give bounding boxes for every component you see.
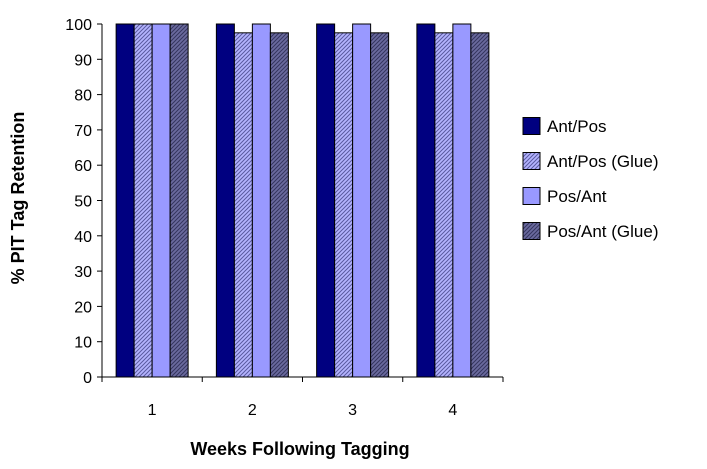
legend-swatch xyxy=(522,152,541,170)
y-tick-label: 60 xyxy=(74,158,92,175)
bar-ant-pos-week-3 xyxy=(316,23,336,378)
bar-pos-ant-glue-week-2 xyxy=(269,32,289,378)
y-tick-label: 20 xyxy=(74,299,92,316)
y-axis-title: % PIT Tag Retention xyxy=(8,112,28,285)
bar-pos-ant-glue-week-3 xyxy=(370,32,390,378)
legend: Ant/Pos Ant/Pos (Glue) Pos/Ant Pos/Ant (Glu… xyxy=(522,117,659,241)
bar-ant-pos-glue-week-1 xyxy=(133,23,153,378)
x-tick-label: 4 xyxy=(448,402,457,419)
y-tick-label: 40 xyxy=(74,229,92,246)
x-tick-label: 1 xyxy=(148,402,157,419)
bar-ant-pos-week-4 xyxy=(416,23,436,378)
y-tick-label: 70 xyxy=(74,123,92,140)
legend-label: Pos/Ant xyxy=(547,187,607,206)
bar-pos-ant-week-4 xyxy=(452,23,472,378)
bar-pos-ant-week-1 xyxy=(151,23,171,378)
legend-swatch xyxy=(522,117,541,135)
y-tick-label: 80 xyxy=(74,88,92,105)
bar-ant-pos-week-1 xyxy=(115,23,135,378)
y-tick-label: 0 xyxy=(83,370,92,387)
legend-label: Ant/Pos (Glue) xyxy=(547,152,659,171)
x-tick-label: 3 xyxy=(348,402,357,419)
y-tick-label: 50 xyxy=(74,194,92,211)
legend-swatch xyxy=(522,222,541,240)
legend-label: Pos/Ant (Glue) xyxy=(547,222,659,241)
bar-pos-ant-glue-week-1 xyxy=(169,23,189,378)
x-axis-title: Weeks Following Tagging xyxy=(190,439,409,459)
legend-swatch xyxy=(522,187,541,205)
bar-ant-pos-glue-week-4 xyxy=(434,32,454,378)
bar-pos-ant-week-2 xyxy=(251,23,271,378)
y-tick-label: 90 xyxy=(74,52,92,69)
legend-label: Ant/Pos xyxy=(547,117,607,136)
bars-layer xyxy=(115,23,490,378)
bar-pos-ant-glue-week-4 xyxy=(470,32,490,378)
y-tick-label: 30 xyxy=(74,264,92,281)
x-tick-label: 2 xyxy=(248,402,257,419)
bar-ant-pos-glue-week-3 xyxy=(334,32,354,378)
bar-pos-ant-week-3 xyxy=(352,23,372,378)
y-tick-label: 10 xyxy=(74,335,92,352)
bar-ant-pos-glue-week-2 xyxy=(233,32,253,378)
bar-ant-pos-week-2 xyxy=(215,23,235,378)
y-tick-label: 100 xyxy=(65,17,92,34)
ticks-layer: 0 10 20 30 40 50 60 70 80 90 100 1 2 3 4 xyxy=(65,17,504,419)
